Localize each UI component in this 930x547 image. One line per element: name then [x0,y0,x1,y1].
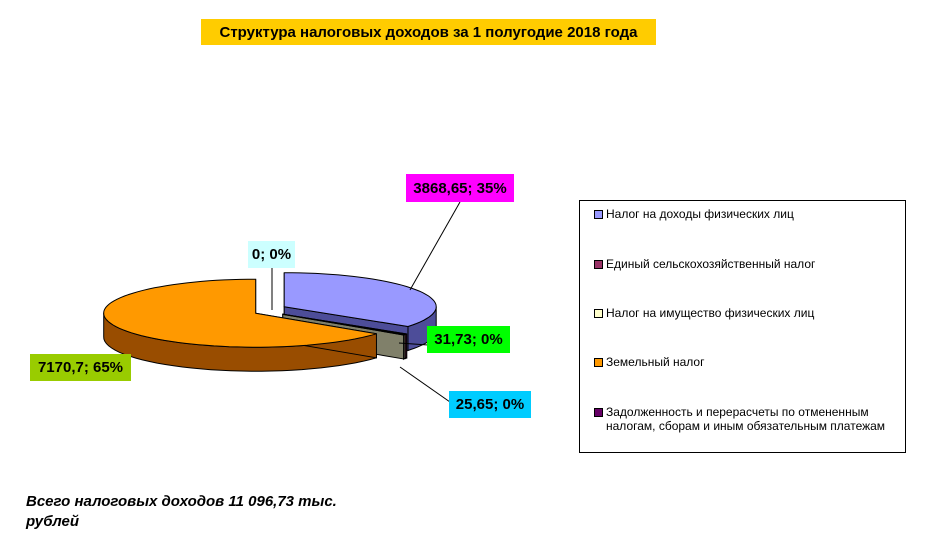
leader-esn [398,342,429,346]
legend-label-ndfl: Налог на доходы физических лиц [606,207,794,221]
legend-label-esn: Единый сельскохозяйственный налог [606,257,816,271]
leader-property-tax [399,366,451,403]
chart-title: Структура налоговых доходов за 1 полугод… [201,19,656,45]
legend-swatch-land-tax [594,358,603,367]
legend-swatch-esn [594,260,603,269]
data-label-land-tax: 7170,7; 65% [30,354,131,381]
legend-item-arrears: Задолженность и перерасчеты по отмененны… [594,405,899,433]
total-revenue-note: Всего налоговых доходов 11 096,73 тыс. р… [26,493,337,530]
legend-swatch-ndfl [594,210,603,219]
legend-item-property-tax: Налог на имущество физических лиц [594,306,899,320]
data-label-arrears: 0; 0% [248,241,295,268]
leader-ndfl [409,201,461,291]
legend: Налог на доходы физических лиц Единый се… [579,200,906,453]
pie-slice-ndfl [283,272,437,328]
legend-item-esn: Единый сельскохозяйственный налог [594,257,899,271]
legend-item-ndfl: Налог на доходы физических лиц [594,207,899,221]
legend-label-land-tax: Земельный налог [606,355,705,369]
legend-label-arrears: Задолженность и перерасчеты по отмененны… [606,405,886,433]
legend-swatch-arrears [594,408,603,417]
legend-label-property-tax: Налог на имущество физических лиц [606,306,815,320]
data-label-ndfl: 3868,65; 35% [406,174,514,202]
legend-item-land-tax: Земельный налог [594,355,899,369]
data-label-property-tax: 25,65; 0% [449,391,531,418]
data-label-esn: 31,73; 0% [427,326,510,353]
pie-slice-property-tax [282,313,406,336]
legend-swatch-property-tax [594,309,603,318]
pie-slice-land-tax [103,278,377,348]
